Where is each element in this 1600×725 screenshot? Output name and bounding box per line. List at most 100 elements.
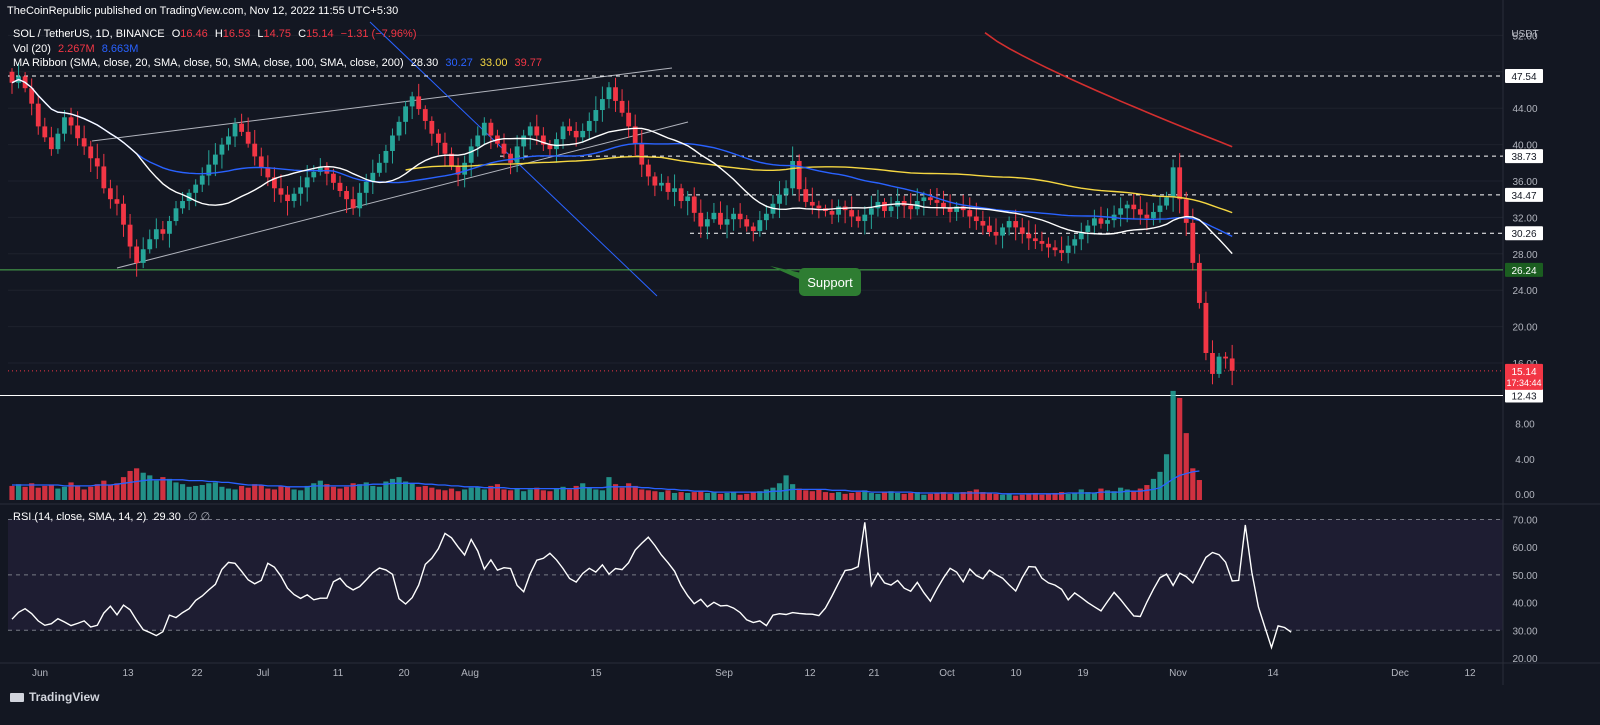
candle — [108, 179, 113, 209]
candle — [750, 222, 756, 242]
volume-bar — [573, 485, 579, 500]
volume-bar — [593, 489, 599, 500]
candle — [1000, 223, 1005, 249]
candle-body — [29, 88, 35, 104]
volume-bar — [363, 482, 369, 500]
symbol-title[interactable]: SOL / TetherUS, 1D, BINANCE — [13, 28, 165, 40]
candle — [718, 201, 723, 230]
candle-body — [941, 202, 946, 208]
volume-bar — [521, 491, 527, 500]
candle-body — [140, 249, 146, 263]
volume-bar — [842, 493, 848, 500]
candle-body — [540, 135, 546, 145]
candle — [180, 191, 185, 214]
volume-bar — [652, 491, 658, 500]
candle-body — [127, 224, 133, 247]
volume-bar — [350, 483, 356, 500]
x-tick-label: 15 — [590, 668, 602, 679]
volume-bar — [219, 486, 225, 500]
level-price-label-box — [1505, 388, 1543, 403]
candle — [632, 114, 638, 157]
volume-bar — [560, 486, 566, 500]
candle-body — [212, 154, 218, 165]
candle-body — [508, 153, 513, 163]
volume-bar — [888, 491, 894, 500]
volume-bar — [468, 487, 474, 500]
candle — [390, 128, 395, 164]
candle — [987, 216, 992, 237]
tradingview-logo-text: TradingView — [29, 690, 100, 704]
y-axis[interactable]: USDT52.0048.0044.0040.0036.0032.0028.002… — [1511, 29, 1538, 665]
x-axis[interactable]: Jun 13 22 Jul 11 20 Aug 15 Sep 12 21 Oct 10 19 Nov 14 De… — [32, 668, 1476, 679]
volume-bar — [724, 492, 730, 500]
volume-legend-label[interactable]: Vol (20) — [13, 43, 51, 55]
x-tick-label: Jun — [32, 668, 48, 679]
volume-bar — [993, 493, 999, 500]
volume-bar — [1059, 492, 1065, 500]
candle-body — [219, 144, 225, 155]
candle-body — [193, 184, 199, 193]
candle — [1203, 291, 1209, 361]
candle-body — [954, 206, 960, 212]
volume-bar — [357, 484, 363, 500]
volume-bar — [1177, 397, 1183, 500]
support-annotation[interactable]: Support — [770, 266, 861, 296]
volume-bar — [61, 486, 68, 500]
candle — [724, 205, 730, 239]
volume-bar — [1190, 468, 1196, 500]
x-tick-label: 19 — [1077, 668, 1089, 679]
volume-bar — [855, 492, 861, 500]
candle-body — [501, 143, 507, 154]
volume-bar — [1137, 488, 1143, 500]
candle-body — [75, 125, 80, 139]
candle — [232, 117, 238, 148]
candle — [501, 133, 507, 159]
y-tick-label: 20.00 — [1512, 323, 1537, 334]
lower-channel-line — [116, 121, 689, 269]
candle-body — [1072, 239, 1078, 246]
candle — [1072, 234, 1078, 254]
candle — [134, 239, 140, 277]
candle — [350, 186, 356, 215]
candle-body — [836, 206, 841, 215]
volume-bar — [881, 492, 888, 500]
candle-body — [344, 191, 349, 200]
candle-body — [1170, 167, 1176, 198]
volume-bar — [921, 494, 927, 500]
candle — [993, 218, 999, 245]
rsi-legend-label[interactable]: RSI (14, close, SMA, 14, 2) — [13, 511, 147, 523]
candle — [396, 116, 402, 141]
volume-bar — [35, 487, 41, 500]
level-price-label: 34.47 — [1511, 191, 1536, 202]
candle-body — [626, 112, 632, 127]
candle — [600, 86, 605, 122]
volume-bar — [934, 492, 940, 500]
candle-body — [331, 173, 336, 183]
rsi-extra: ∅ ∅ — [187, 511, 211, 523]
candle-body — [153, 229, 159, 240]
candle-body — [560, 126, 566, 140]
candle-body — [1052, 247, 1058, 251]
candle-body — [803, 189, 809, 202]
candle-body — [94, 158, 100, 167]
candle — [81, 125, 87, 155]
candle-body — [1131, 204, 1137, 210]
volume-bar — [567, 489, 573, 500]
volume-bar — [744, 493, 750, 500]
candle-body — [580, 130, 586, 138]
candle — [422, 105, 428, 130]
candle — [239, 113, 244, 137]
candle-body — [62, 117, 67, 134]
volume-bar — [225, 488, 232, 500]
volume-bar — [639, 489, 645, 500]
ma-ribbon-label[interactable]: MA Ribbon (SMA, close, 20, SMA, close, 5… — [13, 57, 404, 69]
candle-body — [206, 164, 212, 176]
candle — [580, 123, 586, 143]
tradingview-logo[interactable]: TradingView — [10, 690, 99, 704]
y-tick-label: 32.00 — [1512, 213, 1537, 224]
volume-bar — [665, 490, 671, 500]
rsi-value: 29.30 — [153, 511, 181, 523]
candle-body — [1039, 241, 1045, 244]
candle — [593, 96, 599, 133]
volume-bar — [317, 480, 323, 500]
